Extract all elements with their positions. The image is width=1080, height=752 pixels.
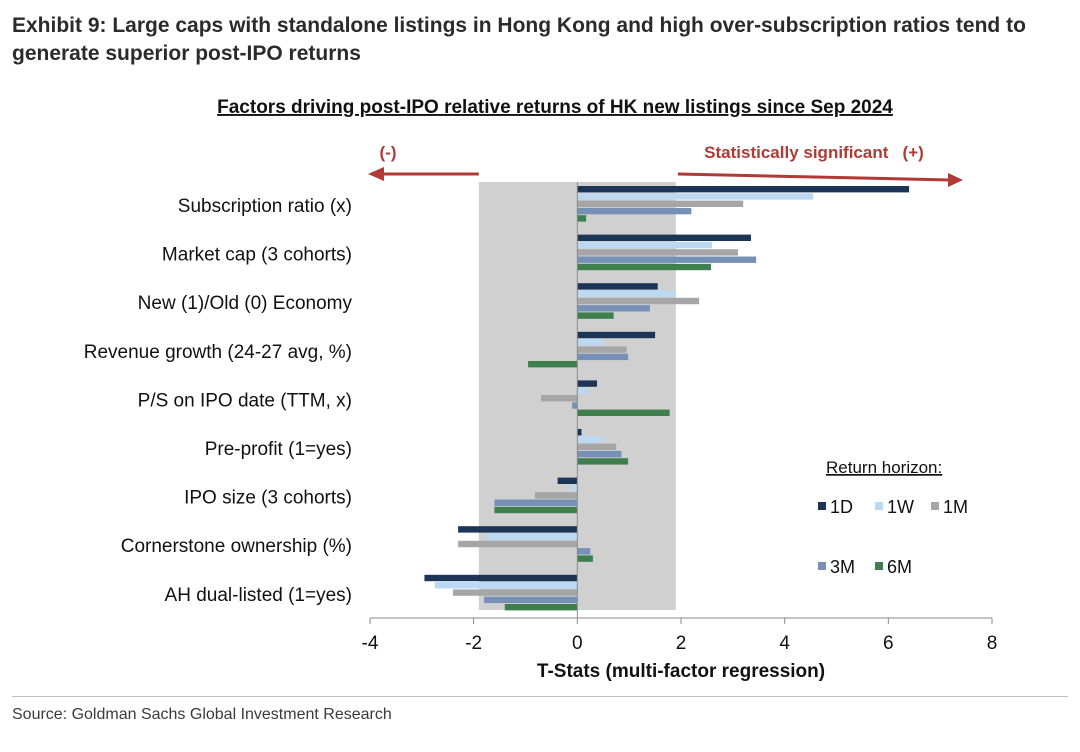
bar-1w-1 — [577, 241, 713, 249]
category-label: New (1)/Old (0) Economy — [138, 293, 353, 314]
legend-swatch-1d — [818, 502, 826, 510]
bar-1d-0 — [577, 186, 910, 193]
x-tick-label: -4 — [362, 633, 379, 654]
bar-3m-3 — [577, 353, 629, 361]
source-note: Source: Goldman Sachs Global Investment … — [12, 706, 392, 723]
bar-1w-0 — [577, 193, 814, 200]
bar-6m-8 — [504, 604, 578, 611]
bar-1m-6 — [534, 492, 578, 499]
category-label: P/S on IPO date (TTM, x) — [138, 390, 352, 411]
positive-annotation: Statistically significant (+) — [704, 143, 924, 162]
source-divider — [12, 696, 1068, 697]
bar-3m-7 — [577, 548, 591, 555]
bar-3m-4 — [572, 402, 578, 409]
bar-6m-3 — [528, 361, 578, 368]
bar-6m-2 — [577, 312, 614, 319]
bar-1w-5 — [577, 436, 604, 443]
bar-6m-5 — [577, 458, 629, 465]
bar-1d-4 — [577, 380, 598, 387]
bar-1m-5 — [577, 443, 617, 450]
legend-label-1d: 1D — [830, 497, 853, 517]
category-label: AH dual-listed (1=yes) — [165, 585, 352, 606]
x-axis-label: T-Stats (multi-factor regression) — [537, 661, 825, 682]
legend: 1D 1W 1M 3M 6M — [818, 497, 968, 577]
x-tick-label: 8 — [987, 633, 998, 654]
bar-1m-8 — [452, 589, 578, 596]
bar-1m-0 — [577, 200, 744, 207]
bar-1d-1 — [577, 234, 751, 241]
legend-swatch-6m — [875, 562, 883, 570]
bar-1d-8 — [424, 574, 578, 582]
legend-label-1m: 1M — [943, 497, 968, 517]
bar-3m-6 — [494, 499, 578, 506]
bar-3m-1 — [577, 256, 757, 263]
category-label: Subscription ratio (x) — [178, 196, 352, 217]
bar-1w-6 — [572, 484, 578, 492]
bar-1m-1 — [577, 249, 739, 256]
category-label: Pre-profit (1=yes) — [205, 439, 352, 460]
bar-1m-4 — [541, 395, 578, 402]
legend-swatch-1m — [931, 502, 939, 510]
legend-swatch-1w — [875, 502, 883, 510]
bar-6m-6 — [494, 506, 578, 514]
x-tick-label: 6 — [883, 633, 894, 654]
bar-1m-2 — [577, 297, 700, 305]
bar-1w-4 — [577, 387, 587, 395]
bar-3m-5 — [577, 450, 622, 458]
legend-title: Return horizon: — [826, 458, 942, 477]
category-label: Revenue growth (24-27 avg, %) — [84, 342, 352, 363]
legend-label-6m: 6M — [887, 557, 912, 577]
exhibit-title: Exhibit 9: Large caps with standalone li… — [12, 14, 1026, 65]
x-tick-label: 0 — [572, 633, 583, 654]
bar-1m-3 — [577, 346, 627, 353]
bar-1w-2 — [577, 290, 676, 297]
chart: Factors driving post-IPO relative return… — [84, 97, 998, 682]
bar-3m-8 — [484, 596, 578, 604]
positive-arrow — [677, 172, 951, 182]
bar-3m-0 — [577, 207, 692, 215]
x-tick-label: 2 — [676, 633, 687, 654]
chart-title: Factors driving post-IPO relative return… — [217, 97, 893, 118]
bar-1w-3 — [577, 339, 604, 346]
bars — [424, 186, 910, 611]
bar-1d-7 — [458, 526, 578, 533]
bar-6m-7 — [577, 555, 593, 562]
negative-annotation: (-) — [380, 143, 397, 162]
bar-1d-5 — [577, 429, 582, 436]
bar-6m-4 — [577, 409, 670, 416]
bar-1w-7 — [486, 533, 578, 540]
bar-1m-7 — [458, 540, 578, 548]
negative-arrow-head — [368, 167, 384, 181]
legend-swatch-3m — [818, 562, 826, 570]
category-label: IPO size (3 cohorts) — [184, 488, 352, 509]
bar-1w-8 — [434, 582, 578, 589]
x-ticks: -4 -2 0 2 4 6 8 — [362, 618, 998, 654]
positive-arrow-head — [948, 173, 963, 187]
x-tick-label: -2 — [465, 633, 482, 654]
bar-6m-1 — [577, 263, 712, 271]
bar-6m-0 — [577, 215, 587, 222]
bar-1d-6 — [557, 477, 578, 484]
legend-label-1w: 1W — [887, 497, 914, 517]
bar-1d-2 — [577, 283, 658, 290]
category-label: Market cap (3 cohorts) — [162, 245, 352, 266]
bar-1d-3 — [577, 331, 656, 339]
x-tick-label: 4 — [779, 633, 790, 654]
legend-label-3m: 3M — [830, 557, 855, 577]
category-label: Cornerstone ownership (%) — [121, 536, 352, 557]
bar-3m-2 — [577, 305, 650, 312]
category-labels: Subscription ratio (x) Market cap (3 coho… — [84, 196, 353, 606]
